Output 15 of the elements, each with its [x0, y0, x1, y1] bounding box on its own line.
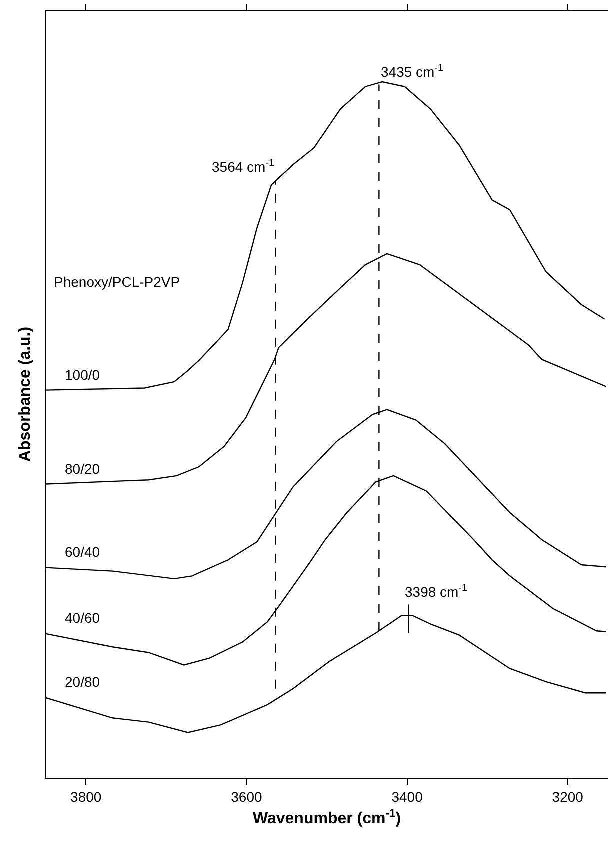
legend-title: Phenoxy/PCL-P2VP	[54, 274, 180, 290]
series-label: 20/80	[65, 674, 100, 690]
annotation: 3564 cm$^{-1}$	[212, 158, 274, 175]
x-tick-label: 3600	[231, 788, 262, 805]
series-label: 80/20	[65, 461, 100, 477]
x-axis-title: Wavenumber (cm$^{-1}$)	[252, 808, 402, 828]
series-label: 40/60	[65, 610, 100, 626]
x-tick-label: 3800	[70, 788, 102, 805]
y-axis-title: Absorbance (a.u.)	[16, 326, 34, 462]
x-tick-label: 3200	[552, 788, 584, 805]
annotation: 3398 cm$^{-1}$	[405, 583, 468, 600]
series-label: 60/40	[65, 544, 100, 560]
x-tick-label: 3400	[392, 788, 424, 805]
text: 3435 cm$^{-1}$	[381, 63, 444, 80]
series-label: 100/0	[65, 367, 100, 383]
